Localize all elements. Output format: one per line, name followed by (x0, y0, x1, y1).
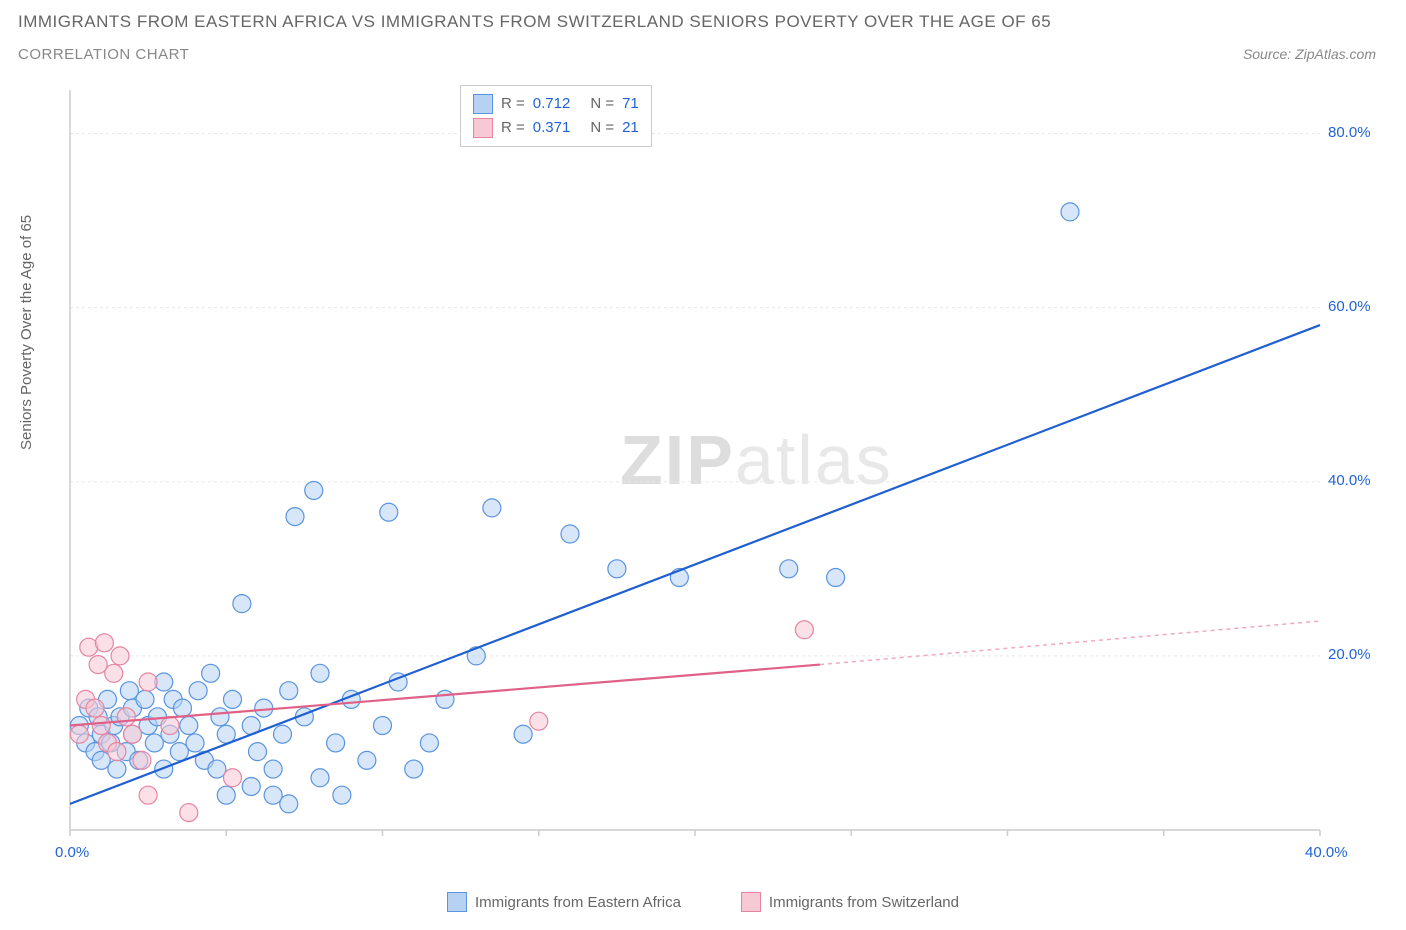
legend-n-value: 21 (622, 116, 639, 140)
chart-title: IMMIGRANTS FROM EASTERN AFRICA VS IMMIGR… (18, 12, 1051, 32)
legend-r-value: 0.712 (533, 92, 571, 116)
legend-swatch (473, 94, 493, 114)
chart-plot-area: 0.0%40.0%20.0%40.0%60.0%80.0% (60, 80, 1380, 870)
legend-row: R = 0.371 N = 21 (473, 116, 639, 140)
bottom-legend-label: Immigrants from Switzerland (769, 894, 959, 911)
legend-n-label: N = (590, 92, 614, 116)
legend-n-label: N = (590, 116, 614, 140)
legend-swatch (447, 892, 467, 912)
source-attribution: Source: ZipAtlas.com (1243, 46, 1376, 62)
legend-swatch (741, 892, 761, 912)
legend-swatch (473, 118, 493, 138)
bottom-legend-item: Immigrants from Eastern Africa (447, 892, 681, 912)
correlation-legend-box: R = 0.712 N = 71 R = 0.371 N = 21 (460, 85, 652, 147)
legend-row: R = 0.712 N = 71 (473, 92, 639, 116)
scatter-chart-svg (60, 80, 1380, 870)
y-tick-label: 60.0% (1328, 298, 1371, 315)
chart-subtitle: CORRELATION CHART (18, 46, 189, 63)
x-tick-label: 0.0% (55, 844, 89, 861)
bottom-legend-item: Immigrants from Switzerland (741, 892, 959, 912)
legend-n-value: 71 (622, 92, 639, 116)
y-tick-label: 80.0% (1328, 124, 1371, 141)
legend-r-value: 0.371 (533, 116, 571, 140)
legend-r-label: R = (501, 92, 525, 116)
x-tick-label: 40.0% (1305, 844, 1348, 861)
series-legend: Immigrants from Eastern Africa Immigrants… (0, 892, 1406, 912)
legend-r-label: R = (501, 116, 525, 140)
y-tick-label: 40.0% (1328, 472, 1371, 489)
bottom-legend-label: Immigrants from Eastern Africa (475, 894, 681, 911)
y-axis-label: Seniors Poverty Over the Age of 65 (18, 215, 35, 450)
y-tick-label: 20.0% (1328, 646, 1371, 663)
